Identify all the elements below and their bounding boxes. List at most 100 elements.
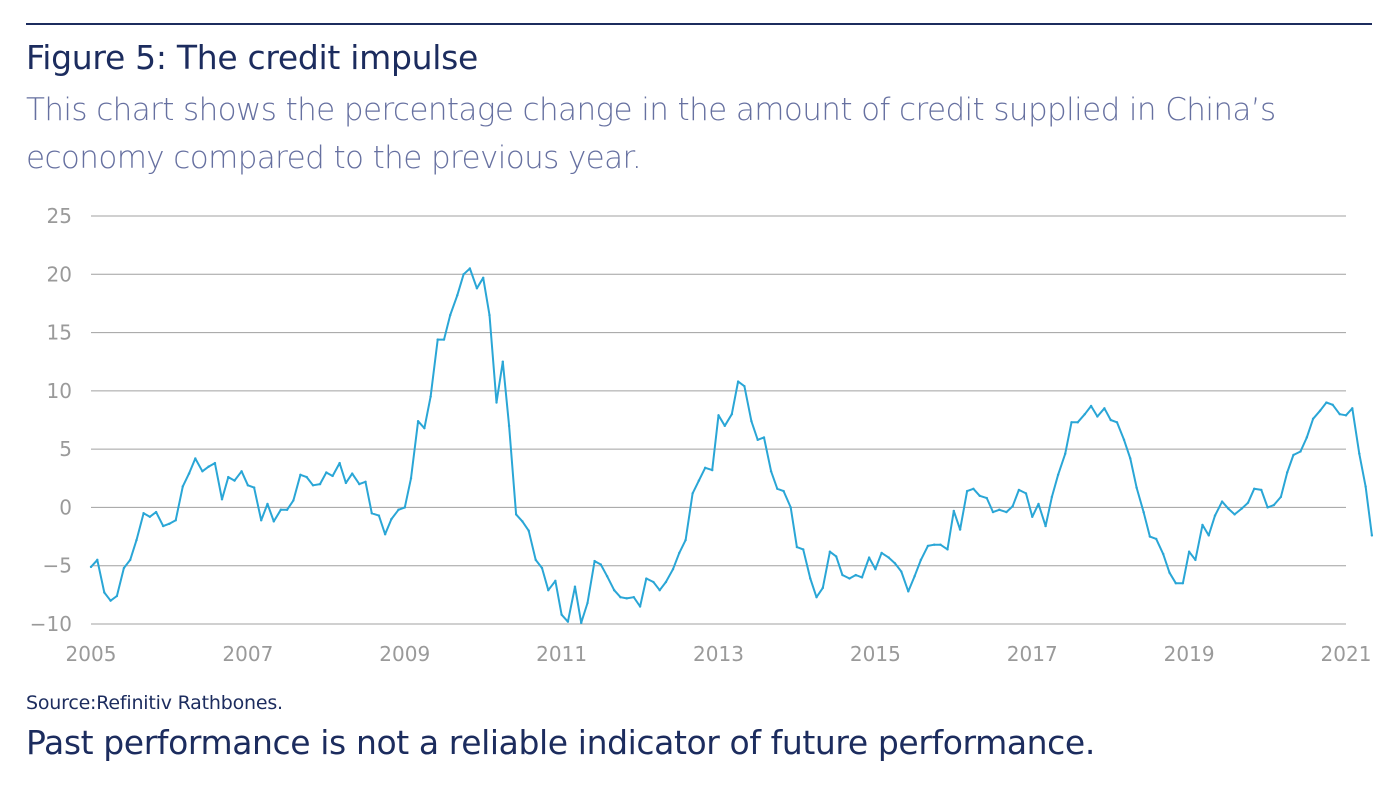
data-point (730, 412, 734, 416)
data-point (782, 489, 785, 493)
series-line-credit-impulse (90, 267, 1373, 624)
data-point (599, 563, 603, 566)
data-point (423, 426, 426, 430)
data-point (697, 479, 701, 482)
data-point (279, 508, 283, 511)
data-point (1148, 535, 1152, 538)
data-point (841, 573, 844, 577)
data-point (828, 550, 832, 553)
y-tick-label: −5 (43, 554, 72, 578)
data-point (350, 472, 354, 475)
data-point (540, 566, 544, 570)
data-point (880, 551, 883, 555)
data-point (1260, 488, 1263, 492)
data-point (593, 559, 596, 563)
data-point (985, 496, 988, 500)
y-tick-label: 25 (47, 204, 72, 228)
data-point (1207, 534, 1210, 537)
data-point (1168, 571, 1171, 574)
data-point (135, 538, 138, 542)
x-tick-label: 2021 (1321, 642, 1372, 666)
data-point (462, 273, 465, 276)
series-layer (89, 267, 1374, 625)
data-point (115, 594, 119, 598)
data-point (1142, 510, 1145, 514)
data-point (1194, 558, 1197, 562)
data-point (1299, 450, 1302, 453)
y-tick-label: 10 (47, 379, 72, 403)
data-point (409, 477, 413, 480)
data-point (952, 509, 956, 513)
data-point (1266, 506, 1269, 509)
data-point (488, 313, 491, 317)
data-point (860, 576, 864, 579)
data-point (638, 605, 642, 608)
data-point (390, 517, 393, 521)
data-point (691, 492, 694, 495)
data-point (1122, 438, 1126, 442)
data-point (1311, 417, 1315, 421)
data-point (233, 479, 236, 482)
data-point (580, 621, 583, 625)
data-point (285, 508, 289, 511)
x-tick-label: 2019 (1164, 642, 1215, 666)
data-point (1201, 523, 1204, 527)
data-point (1279, 495, 1283, 499)
data-point (1351, 407, 1354, 410)
data-point (109, 599, 112, 602)
data-point (534, 558, 537, 562)
data-point (900, 570, 903, 573)
data-point (717, 414, 720, 417)
data-point (252, 486, 256, 489)
data-point (1056, 473, 1060, 476)
data-point (1162, 552, 1165, 556)
data-point (1285, 471, 1289, 474)
x-tick-label: 2011 (536, 642, 587, 666)
data-point (1070, 421, 1073, 424)
top-rule (26, 23, 1372, 25)
data-point (207, 465, 210, 468)
data-point (1115, 421, 1119, 424)
data-point (1096, 415, 1099, 418)
data-point (142, 512, 145, 515)
data-point (605, 575, 609, 578)
data-point (762, 436, 766, 439)
data-point (1272, 503, 1276, 507)
data-point (632, 595, 635, 599)
data-point (260, 519, 263, 522)
data-point (201, 470, 204, 473)
data-point (187, 472, 191, 475)
x-tick-label: 2017 (1007, 642, 1058, 666)
data-point (456, 294, 459, 297)
data-point (874, 568, 877, 571)
data-point (678, 551, 681, 555)
data-point (338, 461, 341, 465)
data-point (554, 579, 557, 583)
data-point (939, 543, 942, 546)
data-point (1024, 492, 1028, 495)
y-tick-label: 20 (47, 262, 72, 286)
x-axis-ticks: 2005 2007 2009 2011 2013 2015 2017 2019 2021 (66, 642, 1372, 666)
data-point (397, 508, 400, 511)
x-tick-label: 2009 (379, 642, 430, 666)
data-point (867, 556, 871, 559)
x-tick-label: 2007 (222, 642, 273, 666)
data-point (547, 588, 550, 592)
source-note: Source:Refinitiv Rathbones. (26, 692, 283, 714)
data-point (416, 419, 420, 423)
data-point (1220, 500, 1224, 503)
data-point (972, 487, 975, 490)
data-point (1017, 488, 1021, 492)
data-point (664, 580, 668, 584)
data-point (991, 510, 995, 514)
data-point (1076, 421, 1079, 424)
data-point (507, 424, 511, 428)
data-point (848, 577, 851, 580)
chart-title: Figure 5: The credit impulse (26, 38, 478, 77)
data-point (168, 522, 171, 525)
data-point (789, 506, 792, 509)
data-point (586, 601, 589, 605)
data-point (652, 580, 655, 584)
data-point (809, 577, 812, 580)
gridlines (91, 215, 1346, 625)
